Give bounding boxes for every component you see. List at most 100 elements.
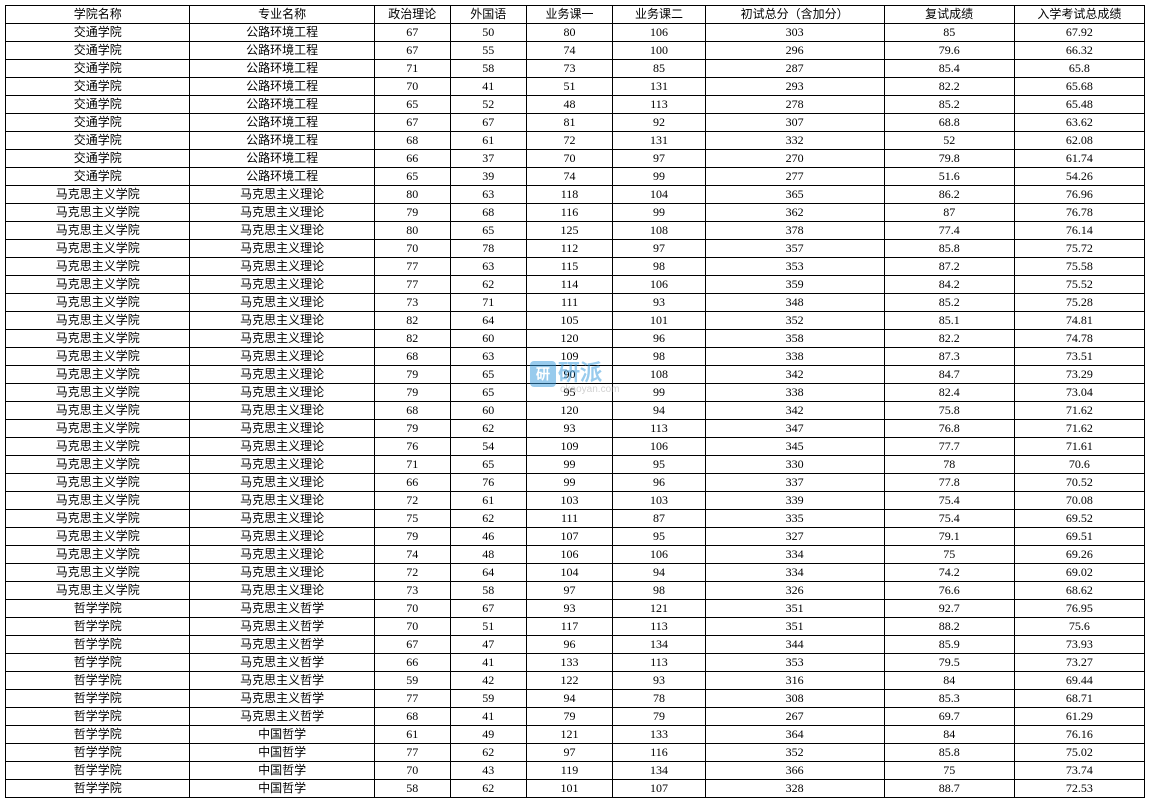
table-cell: 98: [613, 348, 705, 366]
table-cell: 63.62: [1014, 114, 1144, 132]
table-cell: 52: [884, 132, 1014, 150]
table-cell: 92.7: [884, 600, 1014, 618]
table-cell: 92: [613, 114, 705, 132]
table-cell: 65.68: [1014, 78, 1144, 96]
table-cell: 87: [613, 510, 705, 528]
table-row: 马克思主义学院马克思主义理论806311810436586.276.96: [6, 186, 1145, 204]
table-cell: 73.29: [1014, 366, 1144, 384]
table-cell: 马克思主义学院: [6, 276, 190, 294]
table-cell: 63: [450, 348, 526, 366]
table-cell: 342: [705, 366, 884, 384]
table-cell: 76.8: [884, 420, 1014, 438]
table-cell: 66: [374, 474, 450, 492]
table-cell: 74.81: [1014, 312, 1144, 330]
table-cell: 87.2: [884, 258, 1014, 276]
table-cell: 75.4: [884, 492, 1014, 510]
table-cell: 84: [884, 672, 1014, 690]
table-row: 马克思主义学院马克思主义理论68631099833887.373.51: [6, 348, 1145, 366]
table-cell: 98: [613, 258, 705, 276]
table-cell: 85.8: [884, 744, 1014, 762]
table-row: 交通学院公路环境工程6637709727079.861.74: [6, 150, 1145, 168]
table-cell: 交通学院: [6, 78, 190, 96]
table-cell: 77.4: [884, 222, 1014, 240]
table-cell: 106: [526, 546, 613, 564]
table-cell: 76.14: [1014, 222, 1144, 240]
table-row: 马克思主义学院马克思主义理论7358979832676.668.62: [6, 582, 1145, 600]
table-cell: 342: [705, 402, 884, 420]
table-cell: 51: [526, 78, 613, 96]
table-cell: 99: [613, 384, 705, 402]
table-row: 交通学院公路环境工程65524811327885.265.48: [6, 96, 1145, 114]
table-cell: 85.3: [884, 690, 1014, 708]
table-cell: 78: [884, 456, 1014, 474]
table-cell: 100: [613, 42, 705, 60]
table-cell: 79: [526, 708, 613, 726]
table-cell: 85: [884, 24, 1014, 42]
table-cell: 108: [613, 366, 705, 384]
table-cell: 76.6: [884, 582, 1014, 600]
table-cell: 马克思主义学院: [6, 402, 190, 420]
table-cell: 41: [450, 708, 526, 726]
table-cell: 65: [374, 168, 450, 186]
table-cell: 马克思主义学院: [6, 384, 190, 402]
table-row: 马克思主义学院马克思主义理论75621118733575.469.52: [6, 510, 1145, 528]
table-cell: 48: [450, 546, 526, 564]
table-cell: 76.95: [1014, 600, 1144, 618]
table-cell: 344: [705, 636, 884, 654]
table-cell: 哲学学院: [6, 726, 190, 744]
table-cell: 70: [374, 618, 450, 636]
table-cell: 马克思主义学院: [6, 366, 190, 384]
table-cell: 74.78: [1014, 330, 1144, 348]
table-cell: 70: [374, 78, 450, 96]
table-row: 交通学院公路环境工程67557410029679.666.32: [6, 42, 1145, 60]
table-cell: 69.44: [1014, 672, 1144, 690]
column-header: 政治理论: [374, 6, 450, 24]
table-cell: 125: [526, 222, 613, 240]
table-cell: 326: [705, 582, 884, 600]
table-cell: 48: [526, 96, 613, 114]
table-cell: 79.1: [884, 528, 1014, 546]
table-cell: 79: [374, 420, 450, 438]
table-cell: 60: [450, 330, 526, 348]
table-cell: 马克思主义理论: [190, 510, 374, 528]
table-cell: 66: [374, 150, 450, 168]
table-cell: 马克思主义学院: [6, 240, 190, 258]
table-cell: 68: [374, 708, 450, 726]
table-cell: 69.02: [1014, 564, 1144, 582]
table-cell: 84: [884, 726, 1014, 744]
table-cell: 73.51: [1014, 348, 1144, 366]
table-cell: 马克思主义哲学: [190, 708, 374, 726]
table-cell: 哲学学院: [6, 618, 190, 636]
table-cell: 马克思主义学院: [6, 258, 190, 276]
table-cell: 73.93: [1014, 636, 1144, 654]
table-cell: 94: [526, 690, 613, 708]
table-cell: 70.6: [1014, 456, 1144, 474]
table-cell: 47: [450, 636, 526, 654]
table-cell: 93: [526, 600, 613, 618]
table-cell: 66.32: [1014, 42, 1144, 60]
table-cell: 131: [613, 78, 705, 96]
table-cell: 65: [374, 96, 450, 114]
table-cell: 75: [884, 762, 1014, 780]
column-header: 专业名称: [190, 6, 374, 24]
table-cell: 62.08: [1014, 132, 1144, 150]
table-cell: 马克思主义理论: [190, 420, 374, 438]
table-cell: 97: [526, 582, 613, 600]
table-row: 交通学院公路环境工程6861721313325262.08: [6, 132, 1145, 150]
table-cell: 332: [705, 132, 884, 150]
column-header: 学院名称: [6, 6, 190, 24]
table-cell: 75: [884, 546, 1014, 564]
table-cell: 65: [450, 456, 526, 474]
table-cell: 106: [613, 24, 705, 42]
table-cell: 327: [705, 528, 884, 546]
table-cell: 115: [526, 258, 613, 276]
table-cell: 334: [705, 546, 884, 564]
table-cell: 109: [526, 438, 613, 456]
table-cell: 106: [613, 546, 705, 564]
table-cell: 85.4: [884, 60, 1014, 78]
table-cell: 公路环境工程: [190, 168, 374, 186]
table-cell: 71: [450, 294, 526, 312]
scores-table: 学院名称专业名称政治理论外国语业务课一业务课二初试总分（含加分）复试成绩入学考试…: [5, 5, 1145, 798]
table-cell: 358: [705, 330, 884, 348]
table-cell: 87.3: [884, 348, 1014, 366]
